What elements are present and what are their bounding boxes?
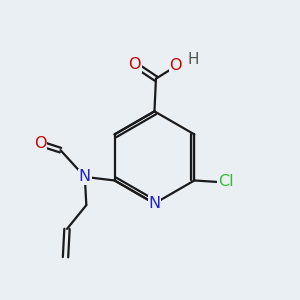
Text: O: O xyxy=(128,57,141,72)
Text: N: N xyxy=(148,196,160,211)
Text: Cl: Cl xyxy=(218,175,233,190)
Text: N: N xyxy=(79,169,91,184)
Text: O: O xyxy=(169,58,182,73)
Text: O: O xyxy=(34,136,46,151)
Text: H: H xyxy=(187,52,199,68)
